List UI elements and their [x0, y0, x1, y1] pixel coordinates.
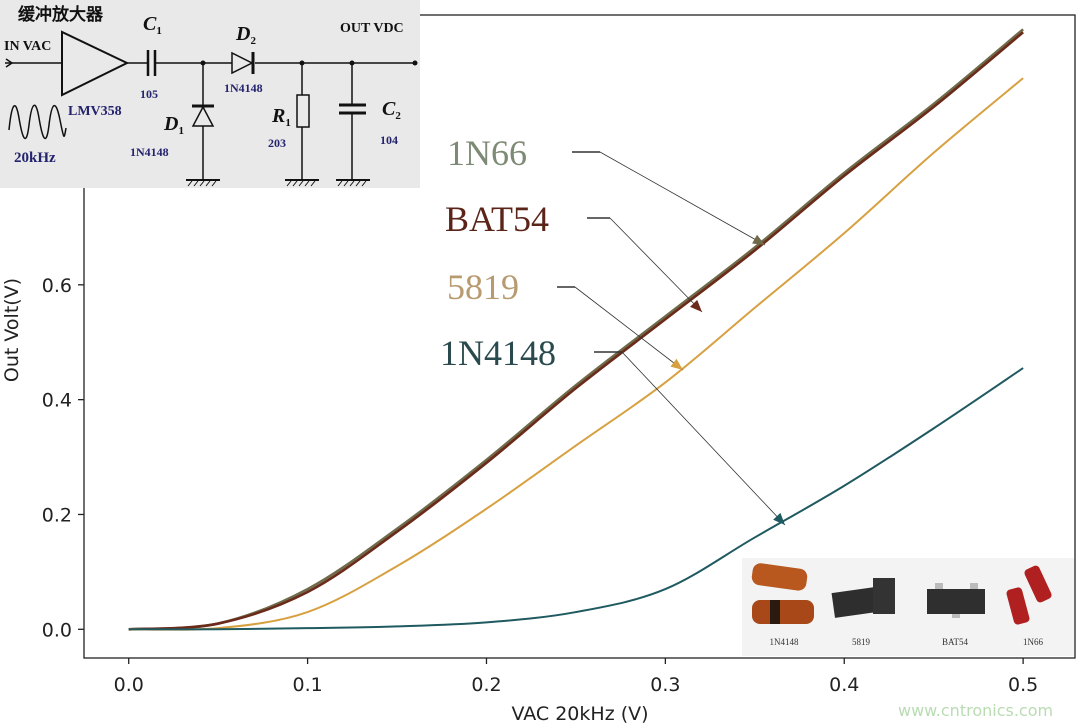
- annotation-arrow-line: [621, 351, 786, 526]
- x-tick-label: 0.5: [1008, 674, 1038, 696]
- annotation-label-5819: 5819: [447, 267, 519, 307]
- circuit-title: 缓冲放大器: [18, 4, 104, 24]
- arrowhead-icon: [670, 358, 683, 370]
- annotation-arrow-line: [609, 217, 703, 313]
- photo-1n66: [1006, 565, 1052, 625]
- annotation-arrow-line: [574, 286, 684, 371]
- annotations: 1N66 BAT54 5819 1N4148: [440, 133, 786, 526]
- r1-value: 203: [268, 136, 286, 150]
- circuit-wires: [5, 30, 415, 187]
- d2-label: D2: [235, 23, 256, 47]
- circuit-diagram-inset: 缓冲放大器 IN VAC OUT VDC LMV358 20kHz C1 105…: [0, 0, 420, 188]
- c1-label: C1: [143, 13, 162, 37]
- photo-label-5819: 5819: [852, 637, 871, 647]
- d1-value: 1N4148: [130, 145, 169, 159]
- x-tick-label: 0.4: [829, 674, 859, 696]
- output-label: OUT VDC: [340, 21, 404, 36]
- annotation-label-1n66: 1N66: [447, 133, 527, 173]
- x-axis-label: VAC 20kHz (V): [511, 703, 648, 725]
- photo-bat54: [927, 583, 985, 618]
- x-tick-label: 0.1: [292, 674, 322, 696]
- y-tick-label: 0.4: [42, 390, 72, 412]
- watermark: www.cntronics.com: [898, 701, 1053, 720]
- r1-label: R1: [271, 105, 291, 129]
- photo-5819: [831, 578, 895, 618]
- photo-label-bat54: BAT54: [942, 637, 969, 647]
- x-tick-label: 0.0: [114, 674, 144, 696]
- plot-frame: [83, 14, 1076, 659]
- annotation-label-1n4148: 1N4148: [440, 333, 556, 373]
- series-line-1n66: [128, 28, 1024, 631]
- y-tick-label: 0.0: [42, 619, 72, 641]
- x-tick-label: 0.3: [650, 674, 680, 696]
- series-line-1n4148: [128, 367, 1024, 631]
- input-label: IN VAC: [4, 39, 51, 54]
- c2-label: C2: [382, 98, 401, 122]
- photo-label-1n66: 1N66: [1023, 637, 1043, 647]
- y-tick-label: 0.6: [42, 275, 72, 297]
- component-photo-inset: 1N4148 5819 BAT54 1N66: [742, 558, 1074, 656]
- circuit-background: [0, 0, 420, 188]
- annotation-arrow-line: [599, 151, 766, 246]
- series-lines: [128, 28, 1024, 631]
- c2-value: 104: [380, 133, 398, 147]
- amp-label: LMV358: [68, 104, 122, 119]
- series-line-5819: [128, 77, 1024, 631]
- circuit-nodes: [200, 60, 418, 66]
- arrowhead-icon: [690, 299, 702, 312]
- d2-value: 1N4148: [224, 81, 263, 95]
- annotation-label-bat54: BAT54: [445, 199, 549, 239]
- c1-value: 105: [140, 87, 158, 101]
- y-axis-label: Out Volt(V): [1, 278, 23, 382]
- photo-label-1n4148: 1N4148: [770, 637, 799, 647]
- x-tick-label: 0.2: [471, 674, 501, 696]
- arrowhead-icon: [752, 234, 765, 245]
- signal-label: 20kHz: [14, 150, 56, 166]
- d1-label: D1: [163, 113, 184, 137]
- series-line-bat54: [128, 31, 1024, 631]
- arrowhead-icon: [773, 512, 785, 525]
- axes: 0.0 0.1 0.2 0.3 0.4 0.5 0.0 0.2 0.4 0.6: [42, 14, 1076, 696]
- photo-1n4148: [751, 563, 814, 624]
- y-tick-label: 0.2: [42, 504, 72, 526]
